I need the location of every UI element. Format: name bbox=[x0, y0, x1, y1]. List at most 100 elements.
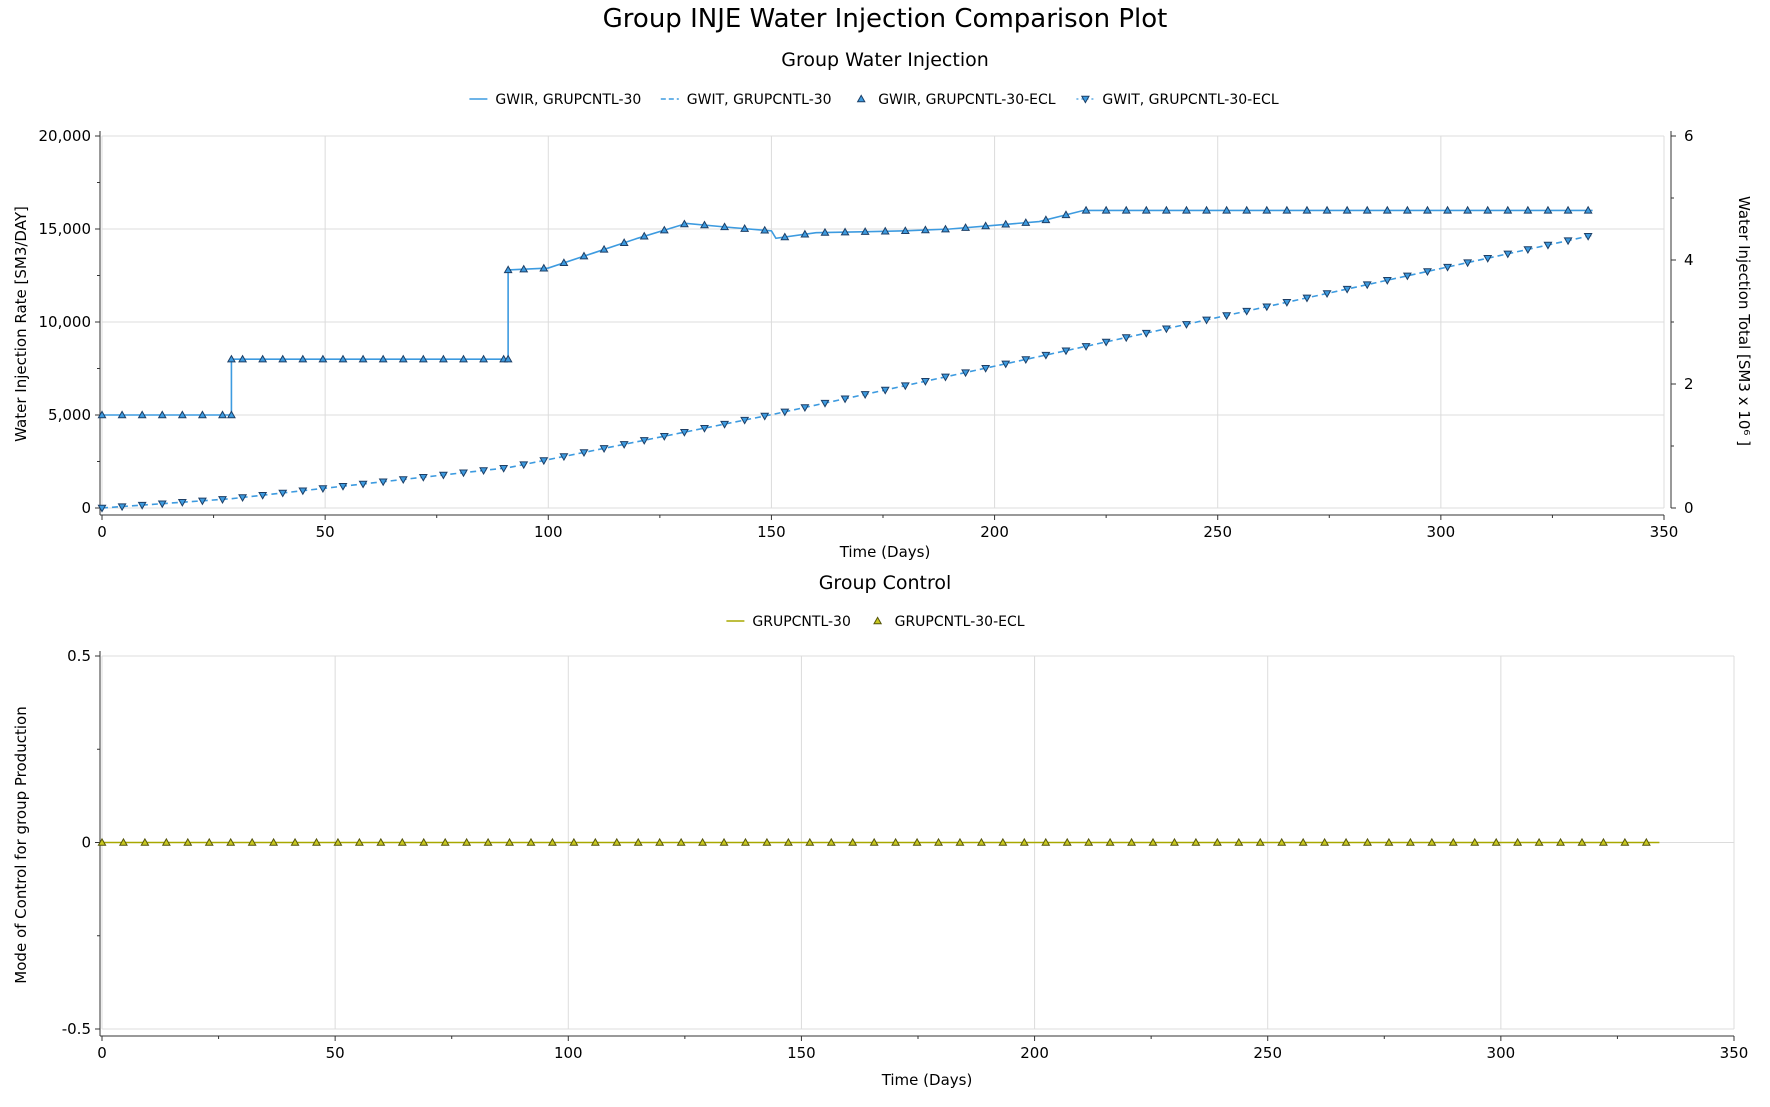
top-chart-grid bbox=[101, 135, 1665, 509]
data-point-marker bbox=[1121, 334, 1131, 343]
data-point-marker bbox=[397, 837, 407, 846]
data-point-marker bbox=[1443, 205, 1453, 214]
data-point-marker bbox=[1483, 205, 1493, 214]
data-point-marker bbox=[639, 437, 649, 445]
data-point-marker bbox=[900, 382, 910, 391]
data-point-marker bbox=[398, 354, 408, 363]
data-point-marker bbox=[780, 408, 790, 417]
data-point-marker bbox=[840, 395, 850, 404]
data-point-marker bbox=[1101, 205, 1111, 214]
data-point-marker bbox=[1463, 259, 1473, 268]
data-point-marker bbox=[1212, 837, 1222, 846]
data-point-marker bbox=[934, 837, 943, 846]
y-tick-label: 15,000 bbox=[39, 220, 92, 238]
data-point-marker bbox=[1443, 263, 1453, 272]
data-point-marker bbox=[998, 837, 1008, 846]
legend-item: GWIR, GRUPCNTL-30-ECL bbox=[856, 92, 1056, 108]
y-tick-label: 20,000 bbox=[39, 127, 92, 145]
data-point-marker bbox=[338, 483, 348, 491]
data-point-marker bbox=[920, 378, 930, 386]
data-point-marker bbox=[438, 354, 448, 363]
data-point-marker bbox=[503, 265, 513, 274]
legend-label: GWIT, GRUPCNTL-30-ECL bbox=[1102, 92, 1278, 108]
data-point-marker bbox=[258, 492, 268, 500]
data-point-marker bbox=[1302, 294, 1312, 303]
data-point-marker bbox=[378, 478, 388, 487]
data-point-marker bbox=[955, 837, 965, 846]
data-point-marker bbox=[698, 837, 708, 846]
data-point-marker bbox=[226, 837, 236, 846]
y-tick-label: 0.5 bbox=[67, 647, 91, 665]
data-point-marker bbox=[358, 354, 368, 363]
data-point-marker bbox=[579, 449, 589, 458]
data-point-marker bbox=[438, 471, 448, 480]
data-point-marker bbox=[679, 428, 689, 437]
data-point-marker bbox=[505, 837, 514, 846]
x-tick-label: 200 bbox=[980, 523, 1009, 541]
data-point-marker bbox=[579, 251, 589, 260]
data-point-marker bbox=[398, 476, 408, 485]
data-point-marker bbox=[659, 433, 669, 441]
bottom-chart-y-ticks: -0.5 0 0.5 bbox=[62, 647, 100, 1038]
data-point-marker bbox=[720, 222, 730, 231]
data-point-marker bbox=[826, 837, 836, 846]
data-point-marker bbox=[312, 837, 321, 846]
data-point-marker bbox=[1563, 205, 1573, 214]
data-point-marker bbox=[1141, 205, 1151, 214]
data-point-marker bbox=[1402, 205, 1412, 214]
data-point-marker bbox=[941, 373, 950, 382]
data-point-marker bbox=[117, 503, 127, 512]
data-point-marker bbox=[612, 837, 622, 846]
data-point-marker bbox=[1062, 837, 1072, 846]
bottom-chart-legend: GRUPCNTL-30 GRUPCNTL-30-ECL bbox=[726, 614, 1025, 630]
top-chart-series bbox=[97, 205, 1593, 513]
data-point-marker bbox=[1620, 837, 1630, 846]
data-point-marker bbox=[1491, 837, 1501, 846]
top-chart-subtitle: Group Water Injection bbox=[781, 49, 989, 71]
x-tick-label: 300 bbox=[1427, 523, 1456, 541]
data-point-marker bbox=[1405, 837, 1415, 846]
data-point-marker bbox=[462, 837, 472, 846]
data-point-marker bbox=[655, 837, 665, 846]
data-point-marker bbox=[800, 229, 810, 238]
data-point-marker bbox=[1362, 205, 1372, 214]
data-point-marker bbox=[805, 837, 815, 846]
x-tick-label: 100 bbox=[534, 523, 563, 541]
data-point-marker bbox=[161, 837, 171, 846]
top-chart-y2-ticks: 0 2 4 6 bbox=[1671, 127, 1694, 517]
data-point-marker bbox=[762, 837, 772, 846]
data-point-marker bbox=[1382, 205, 1392, 214]
legend-label: GRUPCNTL-30-ECL bbox=[895, 614, 1025, 630]
data-point-marker bbox=[118, 837, 128, 846]
data-point-marker bbox=[880, 226, 890, 235]
legend-item: GWIT, GRUPCNTL-30 bbox=[660, 92, 832, 108]
data-point-marker bbox=[1362, 281, 1372, 290]
data-point-marker bbox=[920, 225, 930, 234]
data-point-marker bbox=[1121, 205, 1131, 214]
data-point-marker bbox=[1470, 837, 1480, 846]
data-point-marker bbox=[1423, 205, 1432, 214]
x-tick-label: 50 bbox=[326, 1044, 345, 1062]
data-point-marker bbox=[659, 225, 669, 234]
data-point-marker bbox=[97, 410, 107, 419]
data-point-marker bbox=[97, 837, 107, 846]
legend-item: GWIT, GRUPCNTL-30-ECL bbox=[1076, 92, 1279, 108]
data-point-marker bbox=[619, 441, 629, 449]
data-point-marker bbox=[679, 219, 689, 228]
data-point-marker bbox=[177, 410, 187, 419]
bottom-chart: Group Control GRUPCNTL-30 GRUPCNTL-30-ECL… bbox=[12, 572, 1748, 1089]
data-point-marker bbox=[1543, 205, 1553, 214]
data-point-marker bbox=[218, 410, 227, 419]
data-point-marker bbox=[547, 837, 557, 846]
data-point-marker bbox=[1503, 205, 1513, 214]
data-point-marker bbox=[900, 226, 910, 235]
data-point-marker bbox=[1202, 316, 1212, 325]
data-point-marker bbox=[800, 404, 810, 413]
data-point-marker bbox=[1021, 356, 1031, 365]
data-point-marker bbox=[1583, 232, 1593, 241]
data-point-marker bbox=[1081, 205, 1091, 214]
data-point-marker bbox=[519, 264, 529, 273]
data-point-marker bbox=[1041, 351, 1051, 360]
top-chart-x-axis-label: Time (Days) bbox=[839, 543, 931, 561]
data-point-marker bbox=[760, 412, 770, 421]
